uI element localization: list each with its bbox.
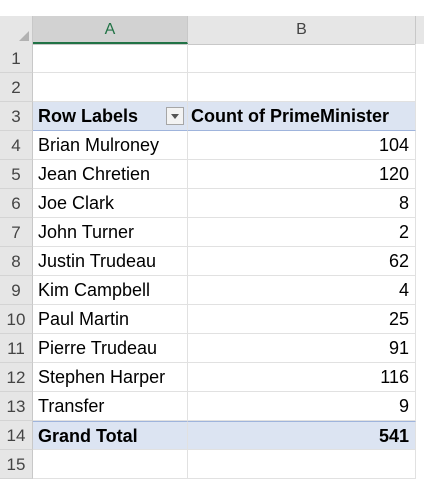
select-all-icon <box>19 31 29 41</box>
pivot-row-label[interactable]: Transfer <box>33 392 188 421</box>
pivot-row-label[interactable]: John Turner <box>33 218 188 247</box>
pivot-row-labels-header[interactable]: Row Labels <box>33 102 188 131</box>
row-header-1[interactable]: 1 <box>0 44 33 73</box>
pivot-row-value[interactable]: 104 <box>188 131 416 160</box>
cell-a2[interactable] <box>33 73 188 102</box>
pivot-row-value[interactable]: 2 <box>188 218 416 247</box>
pivot-row-value[interactable]: 9 <box>188 392 416 421</box>
dropdown-arrow-icon <box>171 114 179 119</box>
cell-a15[interactable] <box>33 450 188 479</box>
pivot-row-value[interactable]: 62 <box>188 247 416 276</box>
grand-total-label[interactable]: Grand Total <box>33 421 188 450</box>
pivot-row-label[interactable]: Brian Mulroney <box>33 131 188 160</box>
pivot-row-value[interactable]: 120 <box>188 160 416 189</box>
row-labels-text: Row Labels <box>38 106 139 126</box>
row-header-13[interactable]: 13 <box>0 392 33 421</box>
row-header-12[interactable]: 12 <box>0 363 33 392</box>
grand-total-value[interactable]: 541 <box>188 421 416 450</box>
row-header-3[interactable]: 3 <box>0 102 33 131</box>
row-header-5[interactable]: 5 <box>0 160 33 189</box>
row-header-10[interactable]: 10 <box>0 305 33 334</box>
top-strip <box>0 0 424 16</box>
pivot-row-value[interactable]: 8 <box>188 189 416 218</box>
row-header-15[interactable]: 15 <box>0 450 33 479</box>
row-header-4[interactable]: 4 <box>0 131 33 160</box>
pivot-row-value[interactable]: 91 <box>188 334 416 363</box>
column-header-b[interactable]: B <box>188 16 416 44</box>
row-header-2[interactable]: 2 <box>0 73 33 102</box>
cell-b15[interactable] <box>188 450 416 479</box>
row-header-14[interactable]: 14 <box>0 421 33 450</box>
pivot-row-value[interactable]: 116 <box>188 363 416 392</box>
cell-b2[interactable] <box>188 73 416 102</box>
column-header-a[interactable]: A <box>33 16 188 44</box>
row-header-9[interactable]: 9 <box>0 276 33 305</box>
pivot-row-label[interactable]: Stephen Harper <box>33 363 188 392</box>
cell-a1[interactable] <box>33 44 188 73</box>
pivot-row-value[interactable]: 4 <box>188 276 416 305</box>
row-header-11[interactable]: 11 <box>0 334 33 363</box>
row-labels-filter-button[interactable] <box>166 107 184 125</box>
column-header-bar: A B <box>0 16 424 45</box>
pivot-row-value[interactable]: 25 <box>188 305 416 334</box>
pivot-row-label[interactable]: Pierre Trudeau <box>33 334 188 363</box>
pivot-row-label[interactable]: Kim Campbell <box>33 276 188 305</box>
pivot-row-label[interactable]: Jean Chretien <box>33 160 188 189</box>
row-header-8[interactable]: 8 <box>0 247 33 276</box>
row-header-7[interactable]: 7 <box>0 218 33 247</box>
cell-b1[interactable] <box>188 44 416 73</box>
row-header-6[interactable]: 6 <box>0 189 33 218</box>
pivot-row-label[interactable]: Justin Trudeau <box>33 247 188 276</box>
select-all-corner[interactable] <box>0 16 33 44</box>
pivot-values-header[interactable]: Count of PrimeMinister <box>188 102 416 131</box>
grid-right-edge <box>416 44 424 468</box>
pivot-row-label[interactable]: Joe Clark <box>33 189 188 218</box>
pivot-row-label[interactable]: Paul Martin <box>33 305 188 334</box>
